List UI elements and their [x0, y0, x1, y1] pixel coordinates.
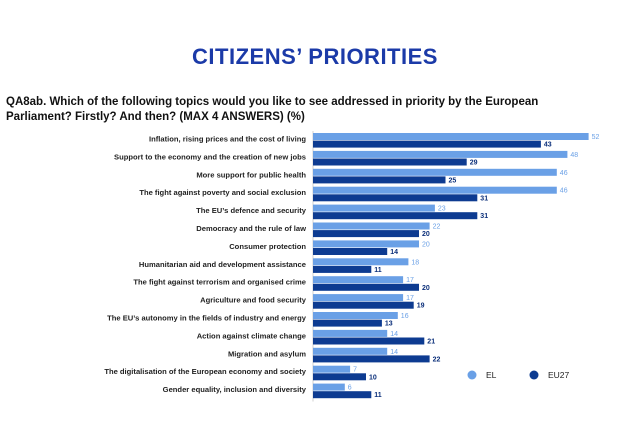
data-label-eu27: 31 — [480, 195, 488, 202]
bar-eu27 — [313, 212, 478, 220]
bar-eu27 — [313, 265, 372, 273]
category-label: Gender equality, inclusion and diversity — [163, 385, 307, 394]
bar-el — [313, 204, 435, 212]
data-label-el: 14 — [390, 331, 398, 338]
data-label-el: 18 — [411, 259, 419, 266]
category-label: The EU’s autonomy in the fields of indus… — [107, 314, 307, 323]
category-label: Action against climate change — [197, 331, 306, 340]
data-label-el: 17 — [406, 295, 414, 302]
bar-eu27 — [313, 319, 382, 327]
bar-el — [313, 294, 404, 302]
data-label-el: 22 — [433, 224, 441, 231]
data-label-el: 17 — [406, 277, 414, 284]
legend-swatch-el — [467, 370, 477, 380]
bar-eu27 — [313, 194, 478, 202]
category-label: Democracy and the rule of law — [196, 224, 306, 233]
data-label-el: 23 — [438, 206, 446, 213]
bar-eu27 — [313, 391, 372, 399]
bar-el — [313, 365, 351, 373]
category-label: The digitalisation of the European econo… — [104, 367, 306, 376]
bar-eu27 — [313, 248, 388, 255]
data-label-eu27: 25 — [449, 177, 457, 184]
bar-eu27 — [313, 355, 430, 363]
page-title: CITIZENS’ PRIORITIES — [192, 44, 438, 69]
bar-el — [313, 240, 419, 248]
data-label-el: 6 — [348, 385, 352, 392]
bar-eu27 — [313, 176, 446, 184]
data-label-el: 20 — [422, 241, 430, 248]
category-label: The fight against poverty and social exc… — [139, 188, 306, 197]
data-label-eu27: 20 — [422, 285, 430, 292]
data-label-eu27: 29 — [470, 160, 478, 167]
bar-el — [313, 186, 557, 194]
bar-el — [313, 276, 404, 284]
category-label: The fight against terrorism and organise… — [133, 278, 306, 287]
bar-eu27 — [313, 337, 425, 345]
bar-eu27 — [313, 230, 419, 238]
bar-el — [313, 347, 388, 355]
data-label-eu27: 19 — [417, 303, 425, 310]
data-label-eu27: 10 — [369, 374, 377, 381]
data-label-el: 16 — [401, 313, 409, 320]
bar-eu27 — [313, 283, 419, 291]
data-label-eu27: 11 — [374, 392, 382, 399]
bar-eu27 — [313, 140, 541, 148]
category-label: Support to the economy and the creation … — [114, 152, 306, 161]
bar-el — [313, 133, 589, 140]
bar-el — [313, 258, 409, 266]
legend-swatch-eu27 — [529, 370, 539, 380]
data-label-eu27: 11 — [374, 267, 382, 274]
category-label: Humanitarian aid and development assista… — [139, 260, 306, 269]
category-label: Consumer protection — [229, 242, 306, 251]
bar-el — [313, 150, 568, 158]
bar-el — [313, 329, 388, 337]
data-label-el: 7 — [353, 367, 357, 374]
bar-el — [313, 168, 557, 176]
data-label-el: 48 — [570, 152, 578, 159]
data-label-eu27: 43 — [544, 142, 552, 149]
bar-el — [313, 222, 430, 230]
bar-eu27 — [313, 158, 467, 166]
data-label-eu27: 14 — [390, 249, 398, 256]
data-label-eu27: 13 — [385, 321, 393, 328]
category-label: Inflation, rising prices and the cost of… — [149, 135, 306, 144]
data-label-el: 52 — [592, 134, 600, 141]
bar-el — [313, 383, 345, 391]
data-label-el: 46 — [560, 170, 568, 177]
category-label: More support for public health — [196, 170, 306, 179]
category-label: Agriculture and food security — [200, 296, 307, 305]
data-label-el: 46 — [560, 188, 568, 195]
question-text: QA8ab. Which of the following topics wou… — [6, 96, 539, 123]
legend-label-el: EL — [486, 370, 497, 380]
data-label-eu27: 22 — [433, 356, 441, 363]
data-label-eu27: 21 — [427, 339, 435, 346]
category-label: Migration and asylum — [228, 349, 306, 358]
bar-eu27 — [313, 301, 414, 309]
data-label-eu27: 31 — [480, 213, 488, 220]
bar-el — [313, 312, 398, 319]
legend-label-eu27: EU27 — [548, 370, 570, 380]
data-label-eu27: 20 — [422, 231, 430, 238]
data-label-el: 14 — [390, 349, 398, 356]
bar-eu27 — [313, 373, 366, 381]
category-label: The EU’s defence and security — [196, 206, 307, 215]
